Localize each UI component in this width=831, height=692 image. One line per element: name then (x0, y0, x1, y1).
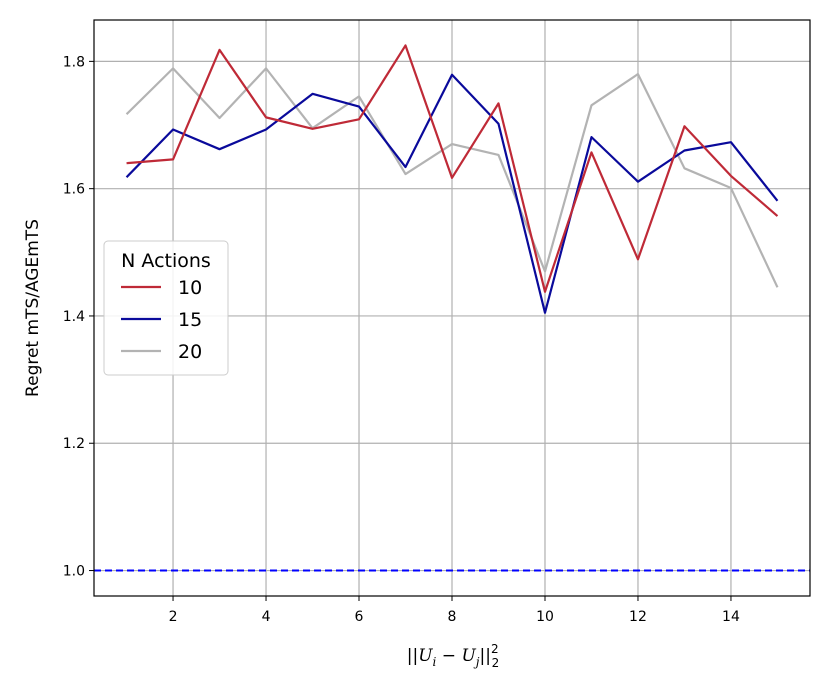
y-tick-label: 1.8 (63, 54, 85, 70)
x-tick-label: 14 (722, 609, 740, 625)
y-tick-label: 1.0 (63, 564, 85, 580)
series-line-15 (125, 73, 779, 314)
axis-ticks: 2 4 6 8 10 12 14 1.0 1.2 1.4 1.6 1.8 (63, 54, 740, 625)
x-tick-label: 10 (536, 609, 554, 625)
x-tick-label: 4 (262, 609, 271, 625)
y-tick-label: 1.2 (63, 436, 85, 452)
legend-label-15: 15 (178, 309, 202, 331)
x-tick-label: 12 (629, 609, 647, 625)
series-line-10 (126, 44, 779, 293)
x-tick-label: 6 (355, 609, 364, 625)
legend-box (103, 240, 229, 376)
y-tick-label: 1.4 (63, 309, 85, 325)
legend-title: N Actions (121, 250, 211, 272)
series-lines (125, 44, 779, 314)
series-line-20 (125, 67, 779, 288)
x-tick-label: 2 (169, 609, 178, 625)
legend-label-20: 20 (178, 341, 202, 363)
legend: N Actions 10 15 20 (103, 240, 229, 376)
x-axis-label: ||Ui − Uj||2 2 (407, 642, 500, 670)
y-tick-label: 1.6 (63, 182, 85, 198)
legend-label-10: 10 (178, 277, 202, 299)
x-tick-label: 8 (448, 609, 457, 625)
y-axis-label: Regret mTS/AGEmTS (23, 219, 43, 397)
